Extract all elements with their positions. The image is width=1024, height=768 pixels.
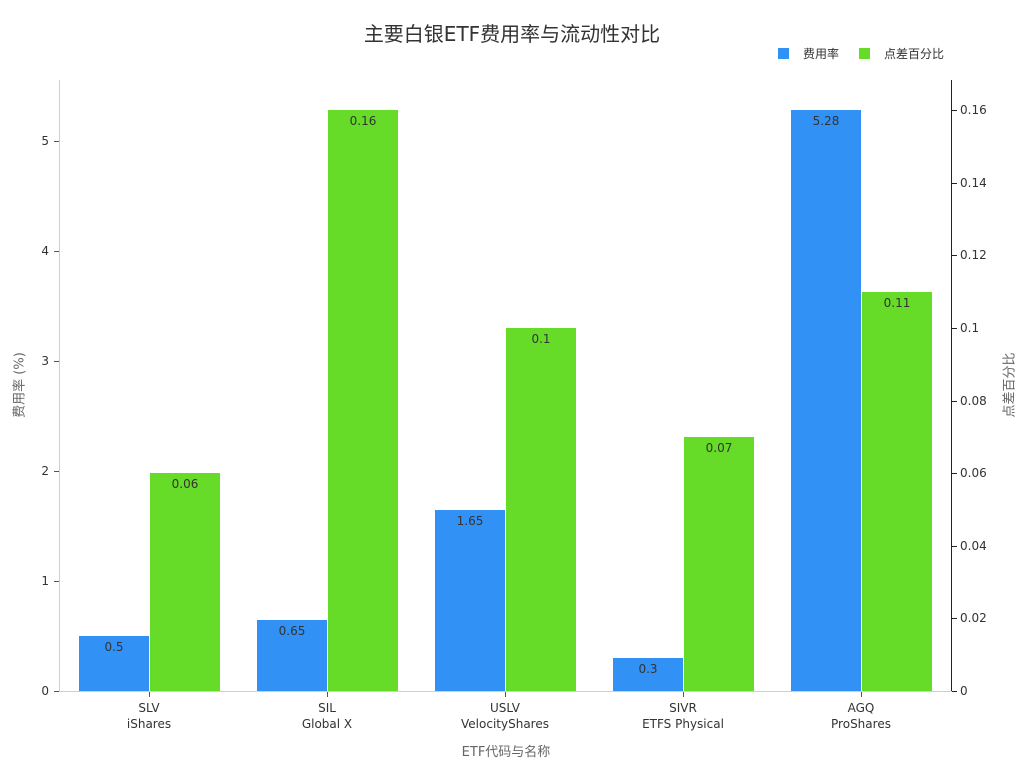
- bar-expense-ratio[interactable]: 5.28: [791, 110, 861, 691]
- y-tick-left: [54, 141, 59, 142]
- y-tick-right-label: 0: [960, 684, 968, 698]
- bar-spread[interactable]: 0.07: [684, 436, 754, 691]
- y-tick-left: [54, 361, 59, 362]
- etf-code: USLV: [490, 701, 520, 715]
- etf-issuer: ProShares: [831, 717, 891, 731]
- etf-code: AGQ: [847, 701, 875, 715]
- y-tick-right: [952, 545, 957, 547]
- y-tick-right-label: 0.14: [960, 175, 987, 190]
- bar-spread[interactable]: 0.1: [506, 327, 576, 691]
- y-tick-left: [54, 471, 59, 472]
- bar-value-label: 0.5: [104, 640, 124, 654]
- y-tick-right-label: 0.02: [960, 611, 987, 626]
- y-axis-right-title: 点差百分比: [1002, 352, 1018, 418]
- y-axis-left: [59, 80, 60, 692]
- etf-code: SLV: [138, 701, 160, 715]
- bar-value-label: 0.11: [883, 295, 911, 310]
- y-tick-right: [952, 618, 957, 620]
- chart-title: 主要白银ETF费用率与流动性对比: [363, 22, 661, 46]
- bar-spread[interactable]: 0.16: [328, 110, 398, 691]
- bar-value-label: 5.28: [812, 114, 840, 129]
- x-tick: [505, 692, 506, 697]
- y-tick-left-label: 2: [41, 464, 49, 478]
- legend-swatch-green: [859, 48, 871, 59]
- y-tick-right: [952, 110, 957, 112]
- y-axis-left-title: 费用率 (%): [12, 352, 28, 418]
- y-tick-right-label: 0.12: [960, 248, 987, 263]
- x-tick: [327, 692, 328, 697]
- y-tick-right: [952, 327, 957, 329]
- x-tick: [861, 692, 862, 697]
- y-tick-right-label: 0.04: [960, 538, 987, 553]
- y-tick-left: [54, 691, 59, 692]
- y-tick-left-label: 4: [41, 244, 49, 258]
- y-tick-right-label: 0.08: [960, 393, 987, 408]
- y-tick-left-label: 0: [41, 684, 49, 698]
- y-tick-left-label: 3: [41, 354, 49, 368]
- etf-issuer: VelocityShares: [461, 717, 549, 731]
- etf-code: SIL: [318, 701, 336, 715]
- y-tick-left-label: 5: [41, 134, 49, 148]
- bar-spread[interactable]: 0.11: [862, 291, 932, 691]
- etf-issuer: iShares: [126, 717, 172, 731]
- y-tick-right-label: 0.16: [960, 103, 987, 118]
- bar-spread[interactable]: 0.06: [150, 473, 220, 691]
- bar-expense-ratio[interactable]: 0.5: [79, 636, 149, 691]
- bar-expense-ratio[interactable]: 0.3: [613, 658, 683, 691]
- etf-code: SIVR: [669, 701, 697, 715]
- bar-value-label: 1.65: [456, 513, 484, 528]
- y-tick-right-label: 0.1: [960, 320, 980, 335]
- bar-value-label: 0.65: [278, 623, 306, 638]
- bar-value-label: 0.06: [171, 477, 199, 492]
- x-tick: [683, 692, 684, 697]
- legend-label: 点差百分比: [884, 47, 945, 61]
- bar-value-label: 0.16: [349, 114, 377, 129]
- bar-value-label: 0.1: [531, 331, 551, 346]
- x-tick: [149, 692, 150, 697]
- x-tick-label: USLV VelocityShares: [415, 700, 595, 732]
- legend-item-spread[interactable]: 点差百分比: [859, 45, 944, 62]
- bar-value-label: 0.07: [705, 440, 733, 455]
- legend: 费用率 点差百分比: [778, 45, 964, 62]
- y-tick-right: [952, 255, 957, 257]
- bar-expense-ratio[interactable]: 0.65: [257, 619, 327, 691]
- legend-swatch-blue: [778, 48, 789, 59]
- etf-issuer: Global X: [301, 717, 353, 731]
- y-tick-left: [54, 251, 59, 252]
- legend-label: 费用率: [803, 47, 840, 61]
- y-tick-right: [952, 182, 957, 184]
- x-tick-label: SIL Global X: [237, 700, 417, 732]
- y-tick-right: [952, 473, 957, 475]
- etf-issuer: ETFS Physical: [642, 717, 724, 731]
- x-tick-label: AGQ ProShares: [771, 700, 951, 732]
- x-axis-title: ETF代码与名称: [461, 745, 551, 760]
- y-axis-right: [951, 80, 952, 692]
- y-tick-left: [54, 581, 59, 582]
- x-axis: [59, 691, 952, 692]
- y-tick-right-label: 0.06: [960, 466, 987, 481]
- x-tick-label: SIVR ETFS Physical: [593, 700, 773, 732]
- x-tick-label: SLV iShares: [59, 700, 239, 732]
- y-tick-right: [952, 691, 957, 692]
- bar-expense-ratio[interactable]: 1.65: [435, 509, 505, 691]
- y-tick-right: [952, 400, 957, 402]
- y-tick-left-label: 1: [41, 574, 49, 588]
- bar-value-label: 0.3: [638, 662, 658, 676]
- legend-item-expense-ratio[interactable]: 费用率: [778, 45, 839, 62]
